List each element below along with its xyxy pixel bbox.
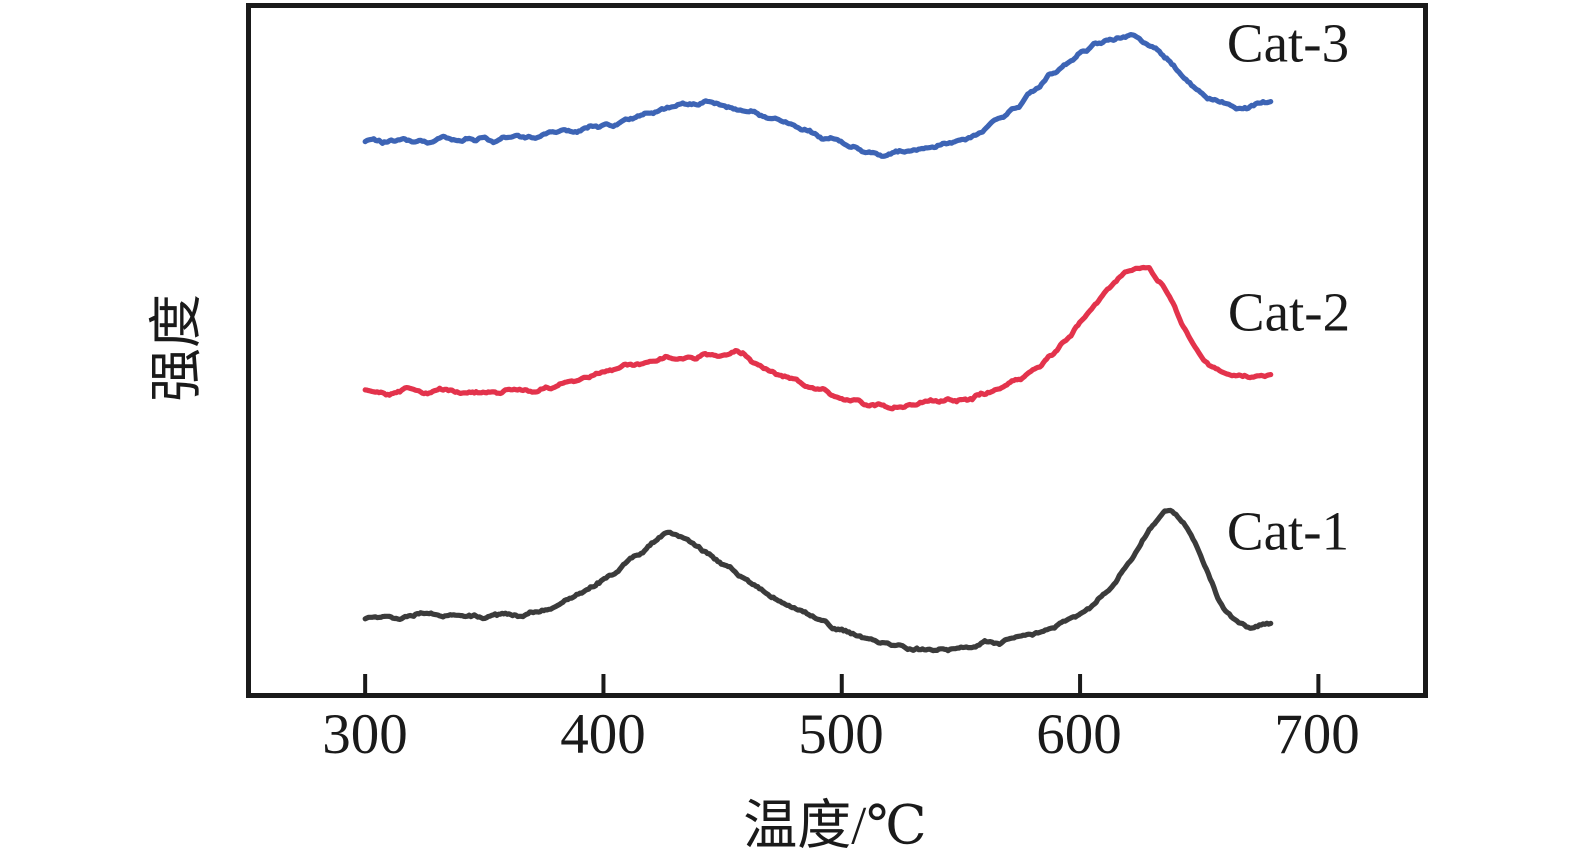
curve-cat-3 bbox=[362, 32, 1274, 159]
x-tick-label-700: 700 bbox=[1274, 703, 1360, 766]
series-label-cat-2: Cat-2 bbox=[1227, 281, 1351, 343]
curve-cat-1 bbox=[362, 507, 1274, 654]
x-tick-label-300: 300 bbox=[322, 703, 408, 766]
y-axis-label: 强度 bbox=[146, 294, 207, 402]
x-tick-label-400: 400 bbox=[560, 703, 646, 766]
plot-border bbox=[246, 3, 1428, 698]
series-label-cat-3: Cat-3 bbox=[1226, 12, 1350, 74]
x-axis-ticks bbox=[363, 674, 1321, 694]
series-label-cat-1: Cat-1 bbox=[1226, 500, 1350, 562]
x-tick-label-500: 500 bbox=[798, 703, 884, 766]
x-tick-label-600: 600 bbox=[1036, 703, 1122, 766]
curves bbox=[362, 32, 1274, 654]
x-axis-label: 温度/℃ bbox=[743, 795, 927, 856]
curve-cat-2 bbox=[362, 264, 1274, 412]
